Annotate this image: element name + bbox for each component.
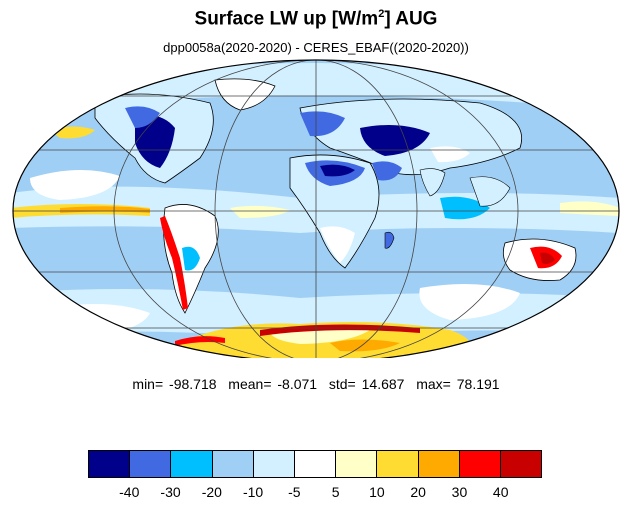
mean-label: mean=: [228, 376, 272, 392]
colorbar-label: -10: [242, 484, 264, 500]
colorbar-label: -5: [288, 484, 301, 500]
colorbar-cell: [294, 451, 337, 477]
title-main: Surface LW up [W/m: [194, 8, 379, 30]
mollweide-map: [12, 59, 620, 358]
ocean-yellow-patch-atlantic: [230, 205, 290, 218]
max-label: max=: [416, 376, 451, 392]
ocean-white-patch-indian: [419, 284, 520, 320]
std-value: 14.687: [361, 376, 405, 392]
africa-south-white: [320, 226, 355, 263]
colorbar-cell: [89, 451, 131, 477]
colorbar: [88, 450, 542, 478]
colorbar-cell: [171, 451, 213, 477]
india: [419, 168, 446, 197]
colorbar-label: 10: [369, 484, 385, 500]
map-outline: [12, 59, 620, 358]
central-asia-cold: [360, 124, 430, 156]
title-superscript: 2: [378, 8, 385, 20]
plot-title: Surface LW up [W/m2] AUG: [0, 8, 632, 30]
greenland: [214, 78, 276, 111]
statistics-line: min= -98.718 mean= -8.071 std= 14.687 ma…: [0, 376, 632, 392]
std-label: std=: [328, 376, 356, 392]
north-america-blue: [125, 106, 160, 128]
colorbar-labels: -40 -30 -20 -10 -5 5 10 20 30 40: [88, 484, 542, 504]
colorbar-cell: [212, 451, 254, 477]
ocean-yellow-patch-pacific-west: [560, 201, 619, 216]
min-value: -98.718: [169, 376, 217, 392]
colorbar-label: 20: [410, 484, 426, 500]
antarctica-edge-red-west: [175, 336, 225, 346]
colorbar-label: -40: [119, 484, 140, 500]
ocean-blue-patch-indian: [440, 196, 490, 220]
colorbar-label: -20: [201, 484, 222, 500]
colorbar-cell: [336, 451, 378, 477]
antarctica-cold-core: [270, 328, 370, 344]
colorbar-cell: [500, 451, 542, 477]
mean-value: -8.071: [277, 376, 318, 392]
sahara-darkest: [320, 164, 355, 177]
southeast-asia: [469, 176, 511, 207]
colorbar-cell: [377, 451, 419, 477]
south-america-interior-blue: [182, 246, 200, 271]
colorbar-label: -30: [160, 484, 181, 500]
europe-blue: [300, 111, 345, 137]
madagascar: [384, 231, 395, 249]
australia-dark-red: [540, 252, 555, 264]
colorbar-cell: [130, 451, 172, 477]
colorbar-label: 40: [492, 484, 509, 500]
south-america-west-coast-red: [160, 216, 188, 310]
arabia-cold: [372, 161, 402, 181]
colorbar-label: 30: [451, 484, 468, 500]
arctic-light-region: [100, 63, 530, 103]
colorbar-cell: [418, 451, 460, 477]
antarctica-orange: [330, 339, 400, 352]
ocean-white-patch-pacific-north: [30, 169, 120, 200]
max-value: 78.191: [456, 376, 500, 392]
min-label: min=: [132, 376, 164, 392]
plot-subtitle: dpp0058a(2020-2020) - CERES_EBAF((2020-2…: [163, 40, 469, 55]
title-tail: ] AUG: [384, 8, 438, 30]
colorbar-label: 5: [331, 484, 340, 500]
colorbar-cell: [253, 451, 295, 477]
north-america-cold-core: [135, 115, 175, 168]
colorbar-cell: [459, 451, 501, 477]
